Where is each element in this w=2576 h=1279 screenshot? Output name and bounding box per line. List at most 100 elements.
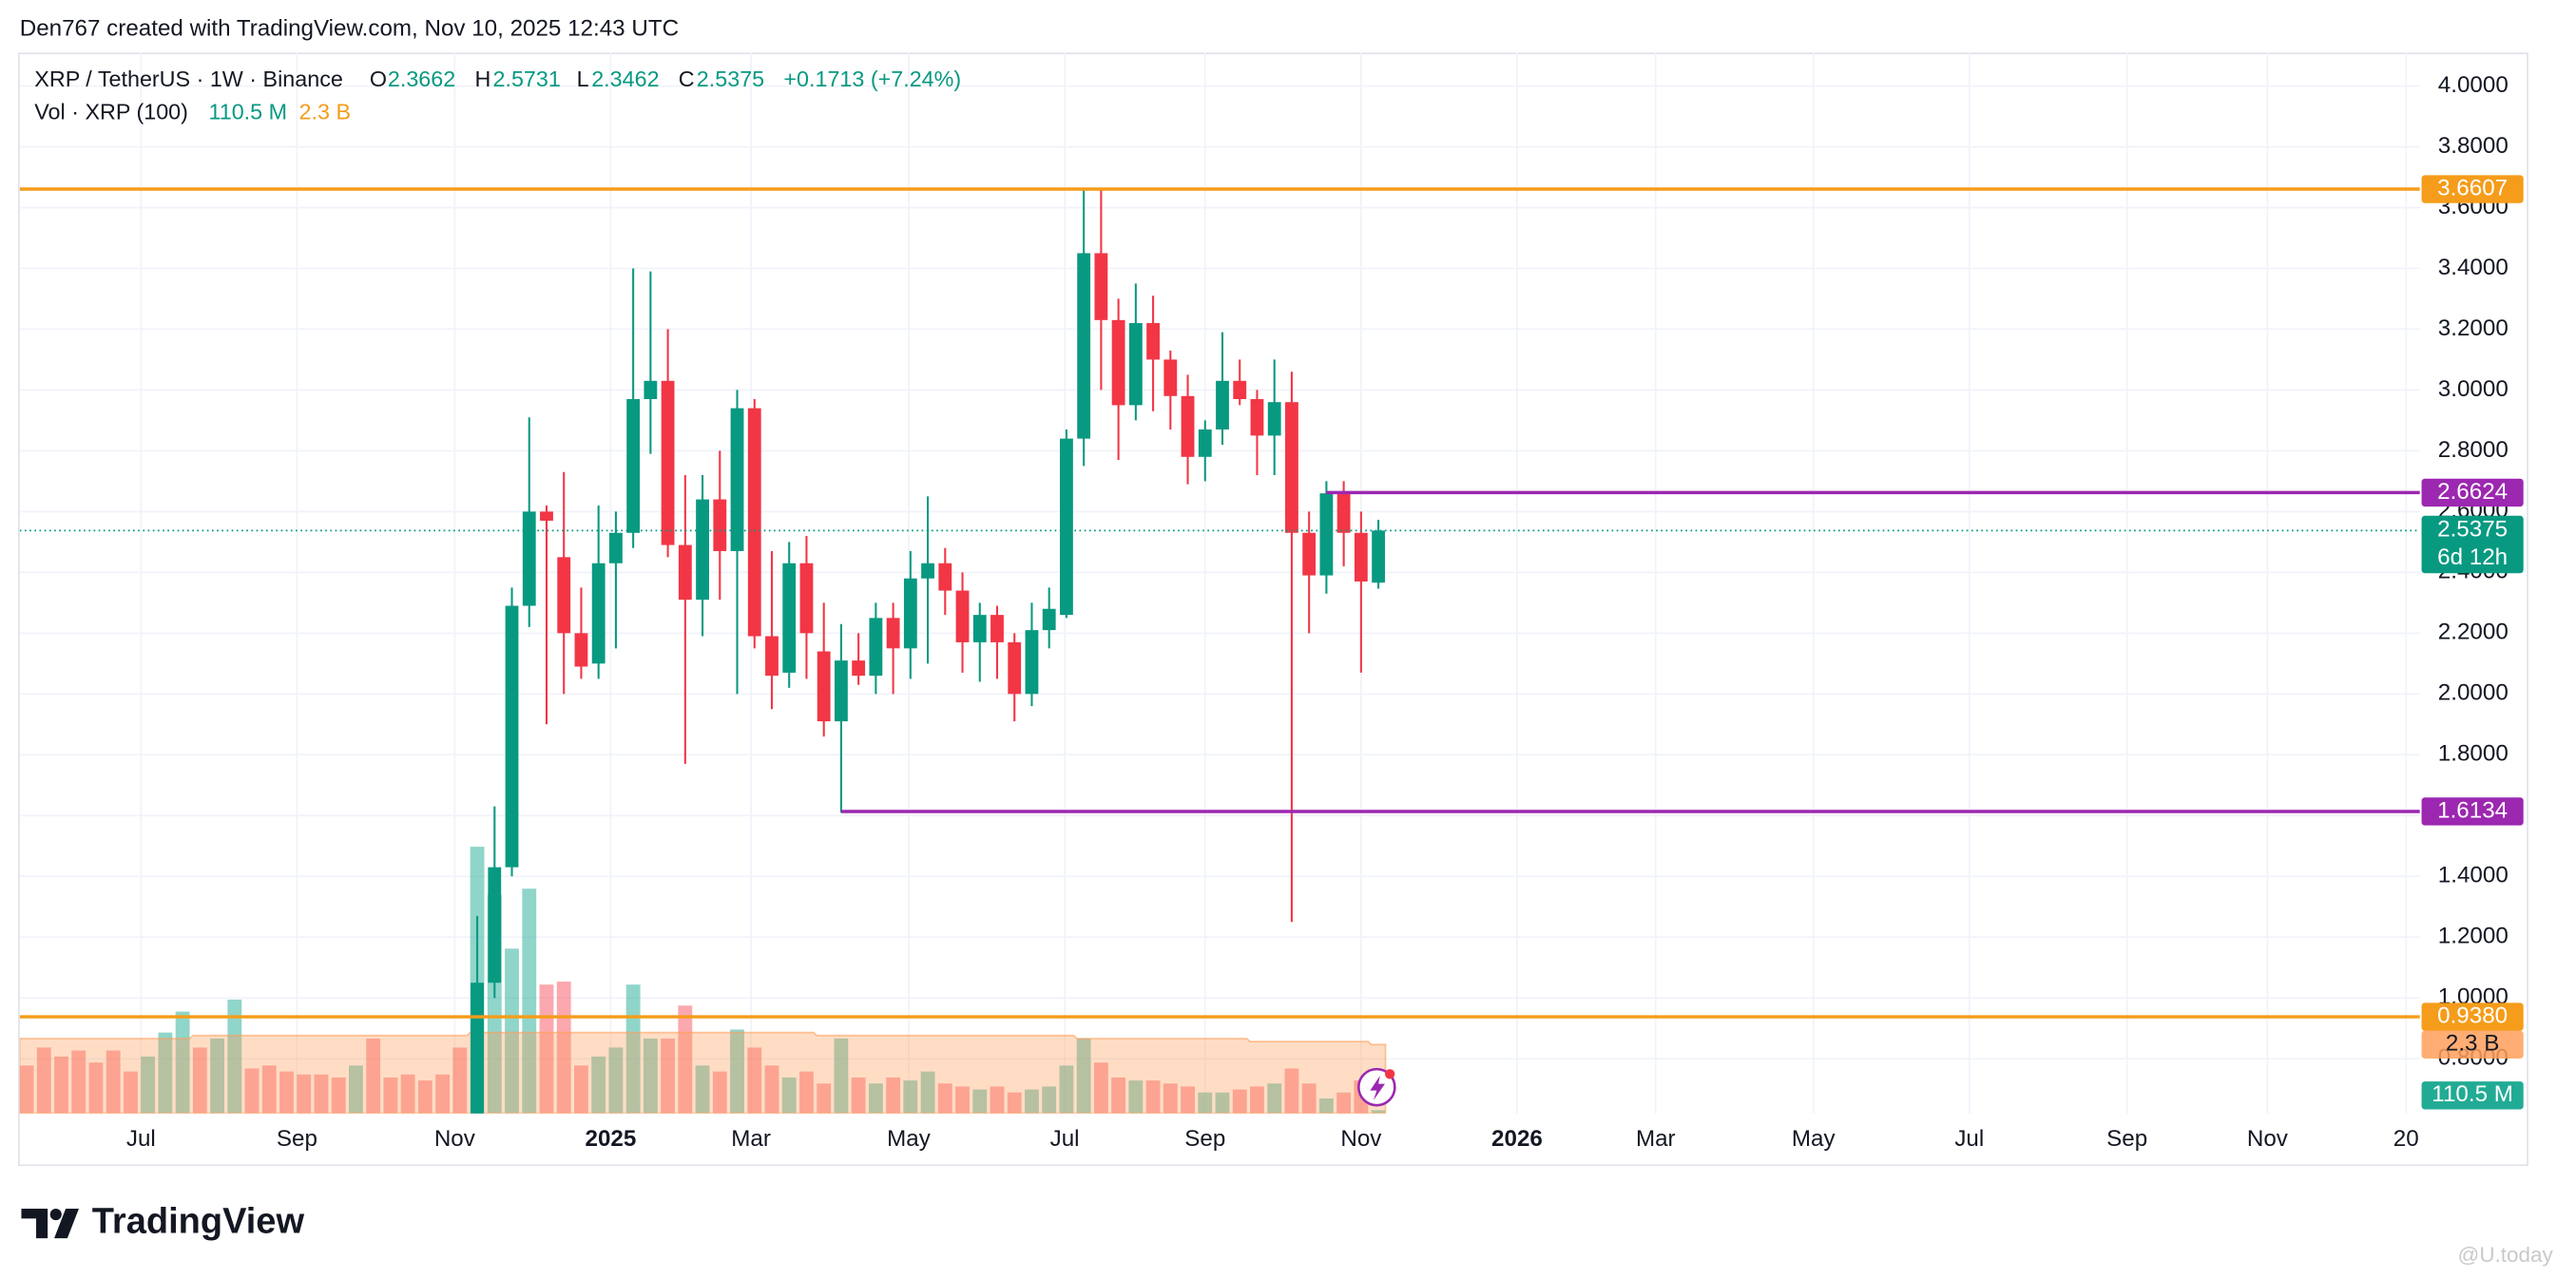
candle-body [765,636,779,677]
volume-bar [158,1032,173,1114]
x-tick-label: Jul [1954,1126,1984,1152]
volume-bar [591,1056,606,1114]
y-tick-label: 1.4000 [2438,863,2509,888]
level-badge [2421,478,2524,507]
volume-bar [244,1068,260,1114]
volume-ma-badge [2421,1030,2524,1059]
y-tick-label: 3.2000 [2438,315,2509,341]
volume-bar [1232,1089,1247,1114]
volume-bar [817,1083,832,1114]
price-badge [2421,515,2524,574]
candle-body [644,380,658,400]
ohlc-letter: C [679,67,695,91]
symbol: XRP / TetherUS · 1W · Binance [34,67,343,91]
volume-bar [764,1065,779,1114]
volume-bar [435,1074,451,1114]
volume-badge [2421,1081,2524,1110]
level-badge [2421,175,2524,203]
candle-body [903,578,917,649]
candle-body [1060,438,1073,616]
candle-body [1336,493,1351,533]
candle-body [1354,532,1368,582]
volume-bar [851,1077,866,1114]
candle-body [678,544,692,601]
volume-bar [1267,1083,1282,1114]
candle-body [730,408,744,551]
volume-bar [643,1038,658,1114]
volume-name: Vol · XRP (100) [34,99,188,124]
volume-bar [1128,1080,1144,1114]
candle-body [1250,399,1264,436]
volume-bar [868,1083,883,1114]
axis: 0.80001.00001.20001.40001.60001.80002.00… [126,72,2524,1152]
volume-bar [452,1047,468,1114]
y-tick-label: 2.8000 [2438,437,2509,463]
close-value: 2.5375 [697,67,764,91]
x-tick-label: May [887,1126,932,1152]
x-tick-label: Mar [731,1126,771,1152]
candle-body [747,408,761,637]
y-tick-label: 3.4000 [2438,255,2509,280]
y-tick-label: 2.0000 [2438,680,2509,706]
candle-body [1111,319,1125,406]
volume-bar [1198,1092,1213,1114]
high-value: 2.5731 [492,67,560,91]
volume-bar [990,1086,1005,1114]
ohlc-letter: O [370,67,387,91]
price-badge-label: 2.5375 [2437,517,2508,543]
volume-bar [331,1077,346,1114]
y-tick-label: 4.0000 [2438,72,2509,98]
volume-bar [608,1047,624,1114]
x-tick-label: Sep [277,1126,317,1152]
x-tick-label: Sep [1184,1126,1225,1152]
candle-body [1163,359,1178,396]
level-badge-label: 1.6134 [2437,797,2508,823]
candle-body [661,380,675,545]
change: +0.1713 (+7.24%) [783,67,961,91]
volume-bar [71,1050,87,1114]
volume-bar [141,1056,156,1114]
candle-body [626,399,641,533]
level-badge [2421,1002,2524,1031]
volume-bar [834,1038,849,1114]
y-tick-label: 1.2000 [2438,924,2509,949]
x-tick-label: 20 [2393,1126,2419,1152]
candle-body [1216,380,1229,430]
volume-bar [366,1038,381,1114]
volume-bar [1301,1083,1317,1114]
volume-bar [1284,1068,1299,1114]
candle-body [1128,323,1143,406]
volume-bar [1042,1086,1057,1114]
candle-body [1233,380,1247,400]
candle-body [817,651,831,722]
candle-body [886,618,900,649]
candle-body [990,615,1004,642]
volume-bar [400,1074,415,1114]
candle-body [852,660,866,677]
candle-body [1285,402,1298,533]
candle-body [1008,641,1022,695]
level-badge-label: 0.9380 [2437,1002,2508,1028]
volume-ma-badge-label: 2.3 B [2446,1031,2499,1057]
volume-bar [712,1071,727,1114]
volume-bar [1076,1038,1091,1114]
level-badge [2421,797,2524,826]
brand: TradingView [92,1202,305,1242]
level-badge-label: 2.6624 [2437,479,2508,505]
candle-body [1267,402,1281,436]
y-tick-label: 2.2000 [2438,620,2509,645]
volume-bar [261,1065,277,1114]
candle-body [1372,530,1386,583]
candle-body [1198,429,1212,457]
x-tick-label: 2026 [1491,1126,1543,1152]
candle-body [522,511,536,606]
volume-bar [556,982,571,1114]
x-tick-label: Nov [2247,1126,2289,1152]
candle-body [835,660,848,722]
volume-bar [781,1077,797,1114]
volume-badge-label: 110.5 M [2432,1081,2513,1107]
volume-bar [1007,1092,1022,1114]
frame [18,52,2528,1167]
